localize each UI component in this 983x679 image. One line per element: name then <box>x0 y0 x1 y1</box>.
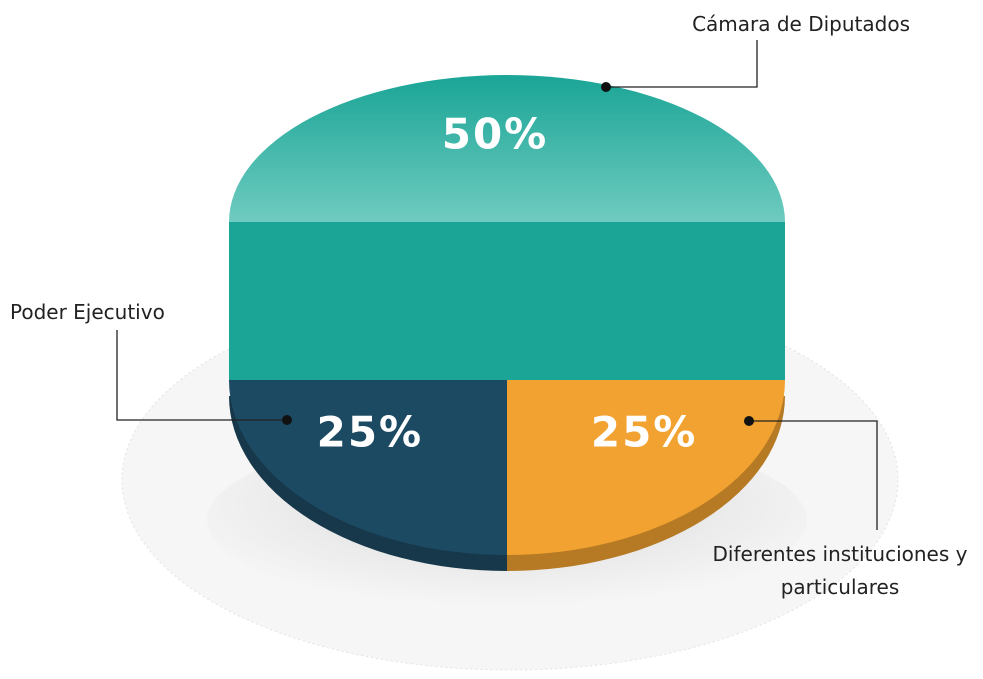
pie-slice-top <box>229 75 785 222</box>
pie-slice <box>507 380 785 555</box>
category-label: Poder Ejecutivo <box>10 300 165 324</box>
category-label: Cámara de Diputados <box>692 12 910 36</box>
callout-dots <box>282 82 754 426</box>
callouts <box>116 40 878 530</box>
value-label: 25% <box>317 408 424 457</box>
value-label: 50% <box>442 110 549 159</box>
category-label: Diferentes instituciones y particulares <box>712 542 968 599</box>
value-label: 25% <box>591 408 698 457</box>
pie-slice <box>229 380 507 555</box>
pie-slice-side <box>229 222 785 380</box>
